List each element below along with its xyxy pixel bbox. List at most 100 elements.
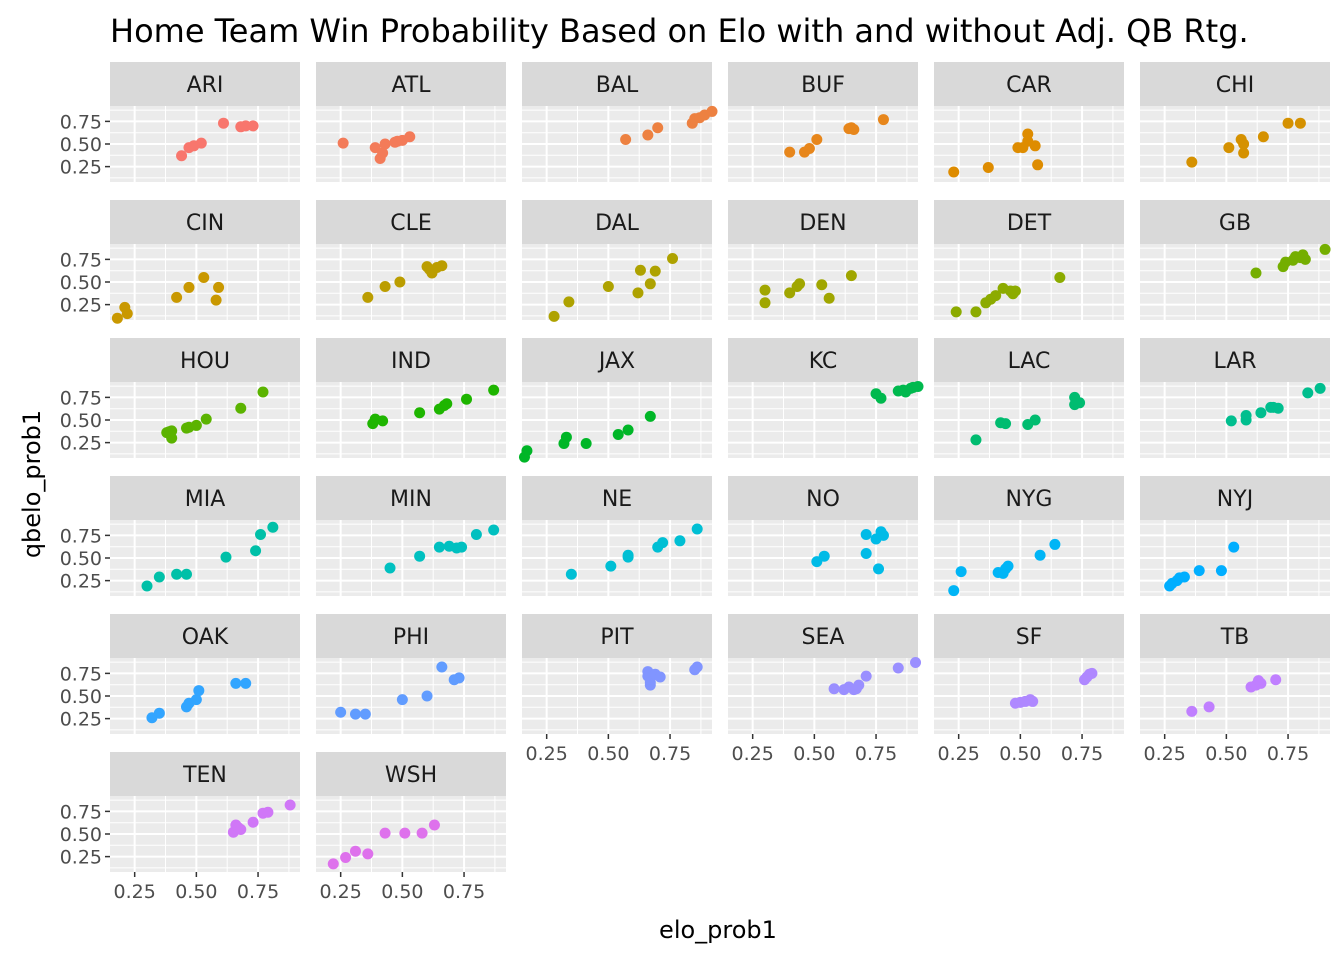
data-point xyxy=(1193,565,1205,577)
facet-strip xyxy=(316,614,506,658)
facet-label: KC xyxy=(809,349,838,374)
facet-strip xyxy=(934,62,1124,106)
facet-strip xyxy=(728,614,918,658)
data-point xyxy=(441,398,453,410)
data-point xyxy=(632,287,644,299)
data-point xyxy=(1250,267,1262,279)
facet-strip xyxy=(316,200,506,244)
data-point xyxy=(377,415,389,427)
facet-label: CLE xyxy=(390,211,432,236)
data-point xyxy=(803,143,815,155)
facet-strip xyxy=(934,614,1124,658)
data-point xyxy=(284,799,296,811)
facet-label: TB xyxy=(1220,625,1250,650)
data-point xyxy=(362,848,374,860)
facet-panel-lac: LAC xyxy=(934,338,1124,458)
data-point xyxy=(190,694,202,706)
data-point xyxy=(267,521,279,533)
x-tick-label: 0.75 xyxy=(649,743,691,765)
facet-panel-den: DEN xyxy=(728,200,918,320)
data-point xyxy=(1049,538,1061,550)
data-point xyxy=(171,291,183,303)
y-tick-label: 0.50 xyxy=(60,410,102,432)
facet-panel-oak: OAK 0.250.500.75 xyxy=(60,614,300,734)
facet-label: OAK xyxy=(182,625,229,650)
data-point xyxy=(240,677,252,689)
data-point xyxy=(247,120,259,132)
data-point xyxy=(634,264,646,276)
facet-label: DEN xyxy=(799,211,846,236)
data-point xyxy=(399,827,411,839)
data-point xyxy=(823,292,835,304)
data-point xyxy=(818,550,830,562)
x-tick-label: 0.75 xyxy=(237,881,279,903)
data-point xyxy=(1178,571,1190,583)
facet-label: PHI xyxy=(393,625,429,650)
facet-panel-kc: KC xyxy=(728,338,924,458)
data-point xyxy=(1314,382,1326,394)
data-point xyxy=(654,671,666,683)
data-point xyxy=(875,392,887,404)
data-point xyxy=(421,690,433,702)
facet-panel-phi: PHI xyxy=(316,614,506,734)
facet-strip xyxy=(1140,338,1330,382)
facet-label: PIT xyxy=(600,625,634,650)
data-point xyxy=(428,819,440,831)
y-tick-label: 0.50 xyxy=(60,272,102,294)
data-point xyxy=(349,708,361,720)
data-point xyxy=(970,434,982,446)
data-point xyxy=(414,407,426,419)
facet-strip xyxy=(316,476,506,520)
data-point xyxy=(384,562,396,574)
data-point xyxy=(816,279,828,291)
data-point xyxy=(171,568,183,580)
facet-panel-jax: JAX xyxy=(518,338,712,463)
facet-strip xyxy=(316,338,506,382)
data-point xyxy=(845,270,857,282)
data-point xyxy=(340,852,352,864)
facet-strip xyxy=(110,62,300,106)
data-point xyxy=(337,137,349,149)
data-point xyxy=(235,823,247,835)
facet-panel-sf: SF 0.25 0.50 0.75 xyxy=(934,614,1124,765)
data-point xyxy=(794,278,806,290)
data-point xyxy=(1186,705,1198,717)
facet-strip xyxy=(110,476,300,520)
data-point xyxy=(488,384,500,396)
data-point xyxy=(860,528,872,540)
facet-panel-car: CAR xyxy=(934,62,1124,182)
data-point xyxy=(1238,147,1250,159)
data-point xyxy=(200,413,212,425)
data-point xyxy=(1027,695,1039,707)
data-point xyxy=(193,685,205,697)
data-point xyxy=(860,670,872,682)
data-point xyxy=(436,661,448,673)
facet-panel-pit: PIT 0.25 0.50 0.75 xyxy=(522,614,712,765)
y-tick-label: 0.25 xyxy=(60,157,102,179)
data-point xyxy=(982,162,994,174)
data-point xyxy=(1029,140,1041,152)
data-point xyxy=(560,431,572,443)
facet-label: LAR xyxy=(1213,349,1256,374)
facet-strip xyxy=(1140,62,1330,106)
data-point xyxy=(362,291,374,303)
facet-panel-ind: IND xyxy=(316,338,506,458)
data-point xyxy=(950,306,962,318)
x-tick-label: 0.50 xyxy=(1205,743,1247,765)
data-point xyxy=(1032,159,1044,171)
data-point xyxy=(948,585,960,597)
data-point xyxy=(706,105,718,117)
facet-label: BAL xyxy=(596,73,639,98)
data-point xyxy=(759,284,771,296)
data-point xyxy=(247,816,259,828)
facet-label: IND xyxy=(391,349,431,374)
facet-panel-nyg: NYG xyxy=(934,476,1124,597)
facet-panel-tb: TB 0.25 0.50 0.75 xyxy=(1140,614,1330,765)
facet-strip xyxy=(316,752,506,796)
facet-panel-sea: SEA 0.25 0.50 0.75 xyxy=(728,614,922,765)
data-point xyxy=(396,694,408,706)
x-tick-label: 0.50 xyxy=(587,743,629,765)
data-point xyxy=(784,146,796,158)
facet-label: CAR xyxy=(1006,73,1052,98)
y-tick-label: 0.25 xyxy=(60,571,102,593)
